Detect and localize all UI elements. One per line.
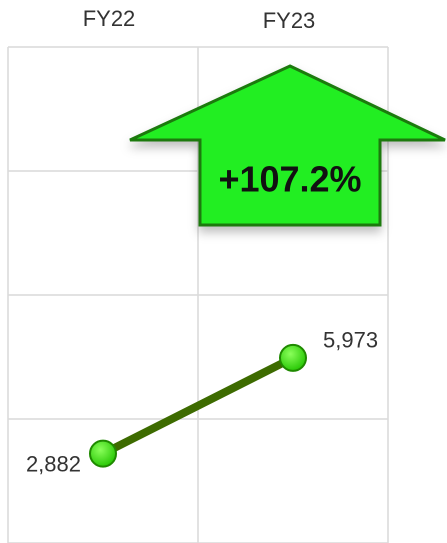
x-tick-label: FY23	[263, 8, 316, 33]
arrow-shape	[129, 64, 446, 227]
line	[99, 353, 297, 458]
marker	[89, 439, 117, 468]
data-label: 5,973	[323, 328, 378, 353]
marker	[279, 343, 307, 372]
x-tick-label: FY22	[83, 6, 136, 31]
annotation-text: +107.2%	[218, 159, 361, 200]
annotation-arrow: +107.2%	[129, 64, 446, 227]
data-label: 2,882	[26, 451, 81, 476]
